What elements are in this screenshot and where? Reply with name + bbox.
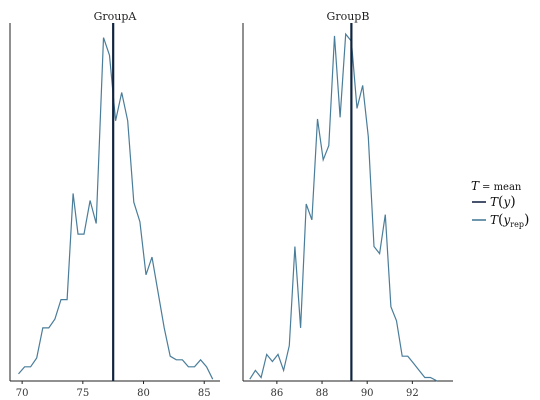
yrep-stat-line <box>249 32 438 382</box>
x-tick-label: 80 <box>137 388 150 399</box>
yrep-stat-line <box>18 37 214 380</box>
panel-groupb: GroupB 86 88 90 92 <box>242 10 453 399</box>
panel-title: GroupB <box>327 10 370 23</box>
x-tick-label: 70 <box>16 388 29 399</box>
legend-entry: T(y) <box>490 194 516 210</box>
legend-title: T = mean <box>471 179 522 193</box>
legend-entry: T(yrep) <box>490 212 529 229</box>
panel-groupa: GroupA 70 75 80 85 <box>9 10 220 399</box>
x-tick-label: 86 <box>271 388 284 399</box>
x-tick-label: 75 <box>76 388 89 399</box>
x-tick-label: 85 <box>198 388 211 399</box>
x-tick-label: 90 <box>361 388 374 399</box>
x-tick-label: 88 <box>316 388 329 399</box>
x-tick-label: 92 <box>406 388 419 399</box>
panel-title: GroupA <box>94 10 138 23</box>
